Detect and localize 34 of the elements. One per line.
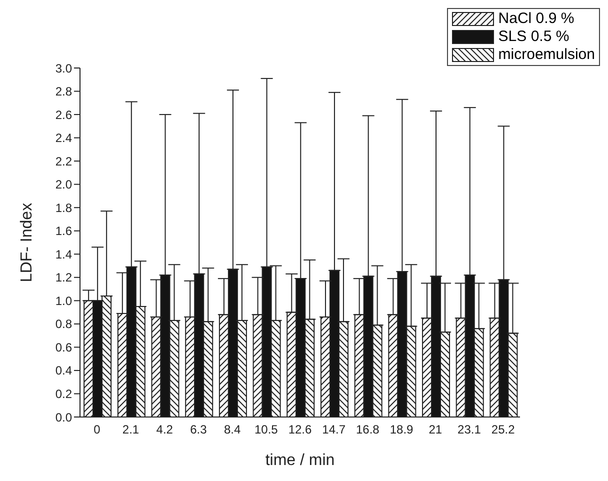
y-tick-label: 2.4	[55, 131, 72, 146]
legend-label: NaCl 0.9 %	[498, 10, 574, 28]
y-tick-label: 0.8	[55, 317, 72, 332]
x-tick-label: 2.1	[122, 422, 140, 437]
y-tick-label: 1.6	[55, 224, 72, 238]
x-axis-title: time / min	[265, 452, 335, 469]
y-tick-label: 0.6	[55, 340, 72, 354]
x-tick-label: 10.5	[254, 422, 278, 437]
x-tick-label: 14.7	[322, 422, 346, 437]
x-tick-label: 4.2	[156, 422, 174, 437]
y-tick-label: 1.2	[55, 270, 72, 285]
x-tick-label: 25.2	[491, 422, 516, 437]
y-tick-label: 0.2	[55, 386, 72, 401]
y-tick-label: 2.0	[55, 178, 72, 192]
y-tick-label: 2.6	[55, 108, 72, 122]
x-tick-label: 0	[94, 422, 101, 437]
y-tick-label: 1.0	[55, 294, 72, 308]
y-tick-label: 0.4	[55, 364, 72, 378]
x-tick-label: 18.9	[390, 422, 414, 437]
legend-label: SLS 0.5 %	[498, 28, 570, 46]
x-tick-label: 16.8	[356, 422, 380, 437]
y-tick-label: 3.0	[55, 61, 72, 76]
x-tick-label: 21	[428, 422, 442, 437]
x-tick-label: 23.1	[458, 422, 482, 437]
y-tick-label: 1.4	[55, 247, 72, 262]
y-axis-title: LDF- Index	[18, 202, 36, 282]
y-tick-label: 1.8	[55, 200, 72, 215]
x-tick-label: 6.3	[190, 422, 208, 437]
y-tick-label: 0.0	[55, 410, 72, 424]
legend-label: microemulsion	[498, 46, 595, 64]
y-tick-label: 2.2	[55, 154, 72, 168]
x-tick-label: 8.4	[224, 422, 241, 437]
y-tick-label: 2.8	[55, 84, 72, 99]
x-tick-label: 12.6	[288, 422, 312, 437]
